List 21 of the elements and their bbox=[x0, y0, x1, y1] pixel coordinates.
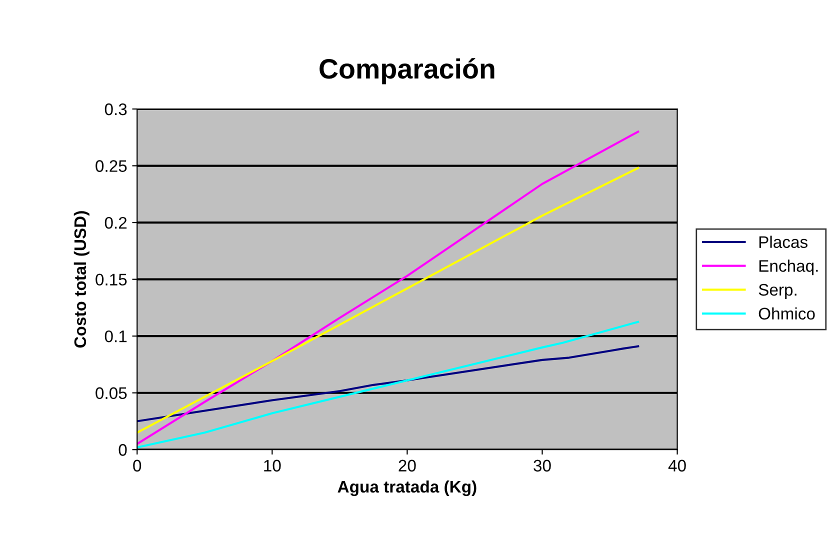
line-series bbox=[137, 345, 640, 422]
x-tick-label: 10 bbox=[264, 460, 281, 472]
y-axis-title: Costo total (USD) bbox=[74, 211, 90, 348]
y-tick-label: 0.05 bbox=[96, 387, 127, 400]
x-axis-title: Agua tratada (Kg) bbox=[338, 480, 476, 496]
x-tick-label: 0 bbox=[133, 460, 142, 472]
y-tick-label: 0.25 bbox=[96, 160, 127, 172]
x-tick-label: 30 bbox=[534, 460, 551, 472]
x-tick-label: 40 bbox=[668, 460, 686, 472]
chart-title: Comparación bbox=[320, 58, 494, 84]
legend-label: Enchaq. bbox=[759, 260, 818, 276]
y-tick-label: 0.3 bbox=[104, 103, 127, 116]
y-tick-label: 0.15 bbox=[96, 274, 127, 286]
line-series bbox=[137, 320, 640, 448]
y-tick-label: 0.2 bbox=[104, 216, 127, 229]
y-tick-label: 0.1 bbox=[104, 330, 127, 342]
legend-label: Serp. bbox=[758, 284, 796, 300]
legend-label: Placas bbox=[759, 236, 808, 248]
y-tick-label: 0 bbox=[118, 444, 127, 456]
legend-label: Ohmico bbox=[758, 307, 815, 320]
x-tick-label: 20 bbox=[398, 460, 416, 472]
